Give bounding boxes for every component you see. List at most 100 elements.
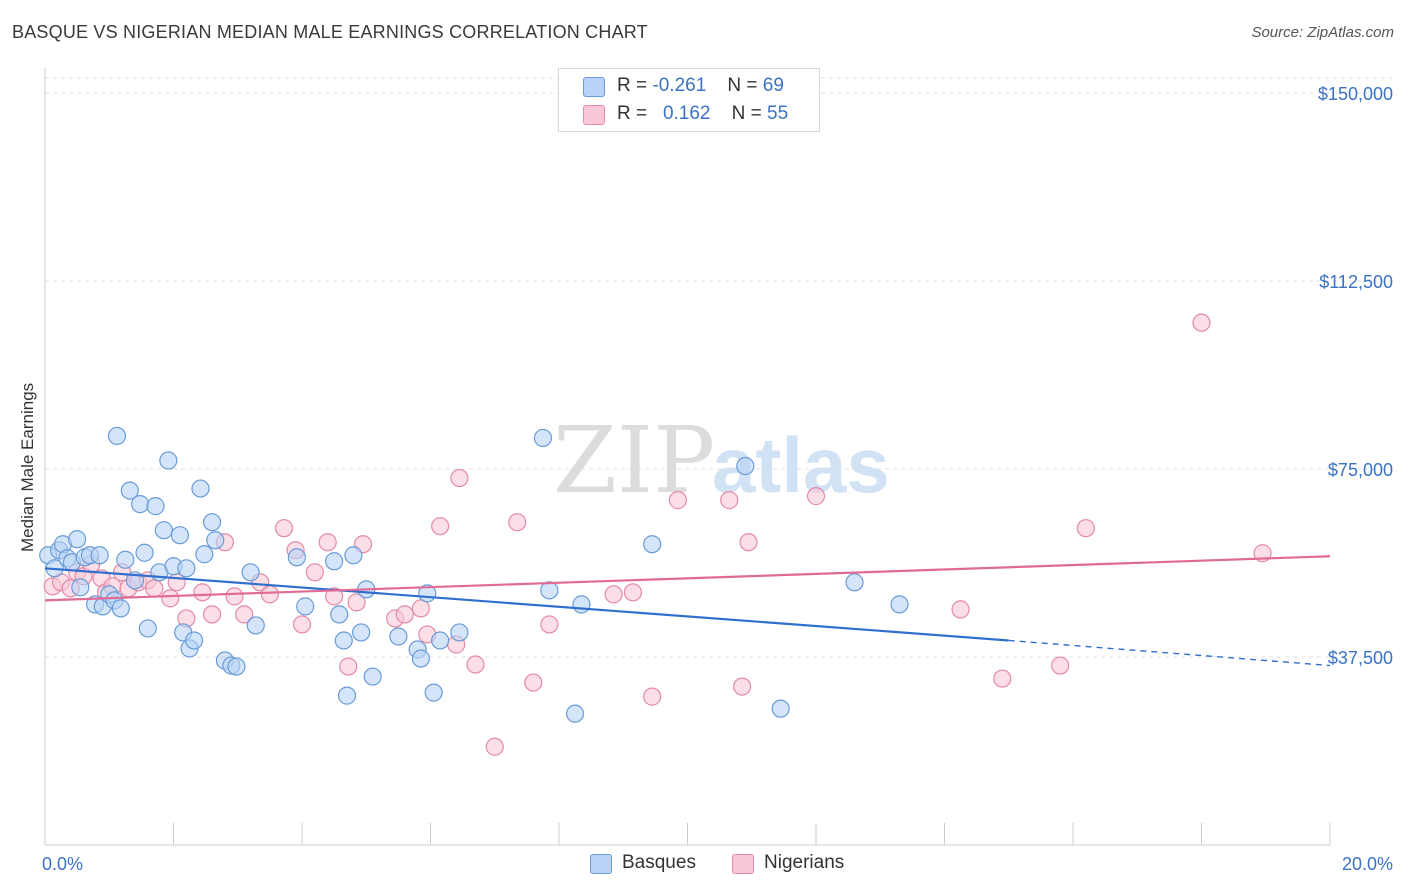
basques-point [130,495,150,514]
nigerians-point [325,587,344,606]
nigerians-point [305,563,324,582]
basques-point [246,616,265,635]
nigerians-point [993,669,1012,688]
nigerians-point [225,587,244,606]
basques-point [170,526,190,545]
legend-r-value: 0.162 [662,103,711,124]
nigerians-point [145,579,164,598]
nigerians-point [347,593,366,612]
basques-point [116,550,135,569]
basques-point [337,686,357,705]
basques-point [191,479,210,498]
basques-point [643,535,662,554]
nigerians-point [540,615,559,634]
basques-trend-line [44,567,1009,642]
basques-point [107,426,127,446]
x-tick-label: 0.0% [42,854,83,874]
watermark-zip: ZIP [553,407,715,514]
nigerians-point [604,585,623,604]
nigerians-point [668,491,687,510]
bottom-legend-label: Basques [622,852,696,873]
basques-point [202,513,222,532]
basques-point [138,619,157,638]
legend-n-label: N = [727,75,758,96]
nigerians-point [193,583,212,602]
bottom-legend-swatch-nigerians [732,854,754,874]
basques-point [287,548,306,567]
basques-point [330,605,349,624]
y-tick-label: $75,000 [1328,460,1393,480]
stats-legend: R = -0.261 N = 69 R = 0.162 N = 55 [558,68,820,132]
basques-point [120,481,139,500]
y-axis-label: Median Male Earnings [18,382,37,552]
nigerians-point [524,673,543,692]
basques-point [241,563,260,582]
nigerians-points [43,313,1272,756]
basques-point [411,649,430,668]
nigerians-point [1076,519,1095,538]
legend-n-value: 55 [767,103,789,124]
legend-n-value: 69 [762,75,784,96]
basques-point [177,559,196,578]
nigerians-point [292,615,312,634]
basques-point [450,623,469,642]
basques-point [111,599,130,618]
nigerians-point [720,491,739,510]
nigerians-point [485,737,504,756]
nigerians-point [466,655,485,674]
basques-point [533,428,553,448]
bottom-legend-swatch-basques [590,854,612,874]
basques-point [431,631,450,650]
nigerians-point [161,589,180,608]
nigerians-point [733,677,752,696]
nigerians-point [1051,656,1070,675]
basques-point [352,623,371,642]
basques-point [135,543,154,562]
basques-point [68,530,87,549]
basques-point [845,573,864,592]
nigerians-point [411,599,430,618]
y-tick-label: $37,500 [1328,648,1393,668]
nigerians-point [508,513,527,532]
basques-point [565,704,585,723]
basques-point [890,595,909,614]
nigerians-point [318,533,337,552]
nigerians-point [339,657,358,676]
legend-n-label: N = [731,103,762,124]
watermark: ZIP atlas [553,407,890,514]
nigerians-point [739,533,758,552]
basques-point [334,631,353,650]
basques-point [184,631,204,650]
basques-point [146,497,165,516]
legend-r-label: R = [617,103,648,124]
chart-title: BASQUE VS NIGERIAN MEDIAN MALE EARNINGS … [12,22,648,42]
basques-point [159,451,178,470]
tick-labels: $37,500 $75,000 $112,500 $150,000 0.0% 20.0% [42,84,1393,874]
nigerians-trend-line [44,555,1331,602]
nigerians-point [1192,313,1211,332]
basques-point [424,683,443,702]
nigerians-point [450,468,469,488]
basques-point [71,578,90,597]
basques-point [771,699,790,718]
y-tick-label: $150,000 [1318,84,1393,104]
basques-point [572,595,591,614]
nigerians-point [431,517,450,536]
x-tick-label: 20.0% [1342,854,1393,874]
basques-point [325,552,344,571]
nigerians-point [951,600,970,619]
trend-lines [44,555,1331,667]
nigerians-point [806,487,826,506]
basques-point [389,627,408,646]
basques-point [363,667,382,686]
basques-point [344,546,363,565]
legend-r-label: R = [617,75,648,96]
nigerians-point [235,605,254,624]
basques-point [227,657,246,676]
basques-point [195,545,214,564]
basques-point [206,531,225,550]
y-tick-label: $112,500 [1319,272,1393,292]
nigerians-point [395,605,414,624]
nigerians-point [623,583,642,602]
legend-r-value: -0.261 [652,75,707,96]
